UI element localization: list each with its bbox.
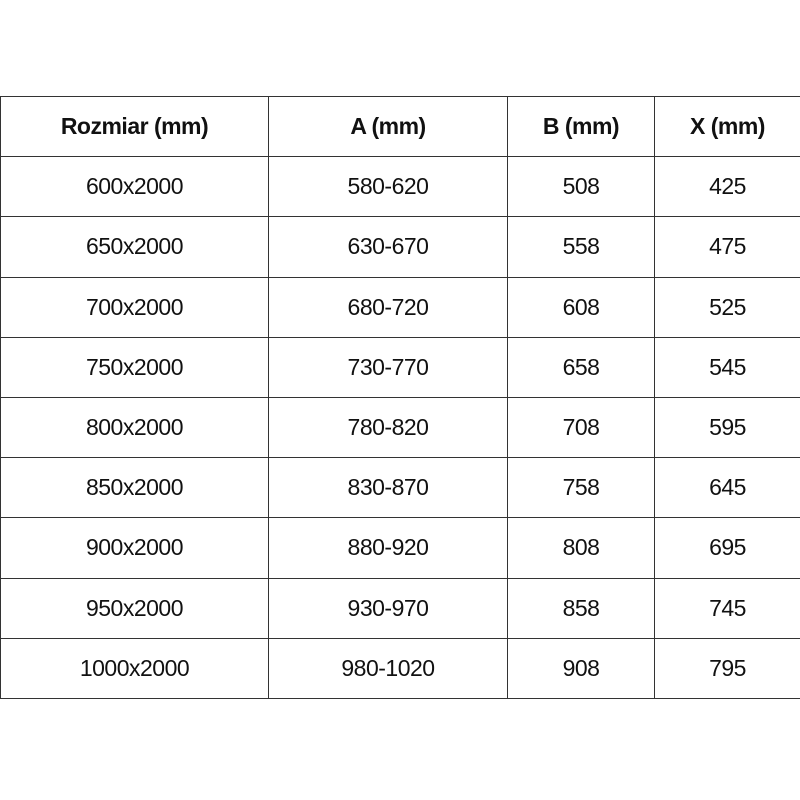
cell-a: 580-620 xyxy=(268,156,508,218)
cell-rozmiar: 750x2000 xyxy=(0,336,269,398)
cell-b: 758 xyxy=(507,457,655,519)
table-row: 850x2000 830-870 758 645 xyxy=(0,457,800,519)
cell-rozmiar: 900x2000 xyxy=(0,517,269,579)
cell-rozmiar: 950x2000 xyxy=(0,577,269,639)
header-row: Rozmiar (mm) A (mm) B (mm) X (mm) xyxy=(0,95,800,158)
cell-a: 930-970 xyxy=(268,577,508,639)
table-row: 1000x2000 980-1020 908 795 xyxy=(0,637,800,699)
cell-rozmiar: 1000x2000 xyxy=(0,637,269,699)
table-row: 900x2000 880-920 808 695 xyxy=(0,517,800,579)
cell-x: 425 xyxy=(654,156,800,218)
cell-x: 545 xyxy=(654,336,800,398)
table-row: 650x2000 630-670 558 475 xyxy=(0,216,800,278)
cell-a: 880-920 xyxy=(268,517,508,579)
cell-rozmiar: 800x2000 xyxy=(0,396,269,459)
cell-x: 695 xyxy=(654,517,800,579)
size-table: Rozmiar (mm) A (mm) B (mm) X (mm) 600x20… xyxy=(0,95,800,699)
cell-x: 525 xyxy=(654,276,800,338)
cell-b: 558 xyxy=(507,216,655,278)
cell-a: 730-770 xyxy=(268,336,508,398)
cell-b: 908 xyxy=(507,637,655,699)
table-row: 750x2000 730-770 658 545 xyxy=(0,336,800,398)
cell-a: 830-870 xyxy=(268,457,508,519)
cell-b: 608 xyxy=(507,276,655,338)
cell-x: 595 xyxy=(654,396,800,459)
cell-rozmiar: 650x2000 xyxy=(0,216,269,278)
header-rozmiar: Rozmiar (mm) xyxy=(0,95,269,158)
cell-rozmiar: 600x2000 xyxy=(0,156,269,218)
cell-rozmiar: 700x2000 xyxy=(0,276,269,338)
table-row: 600x2000 580-620 508 425 xyxy=(0,156,800,218)
cell-b: 508 xyxy=(507,156,655,218)
cell-b: 708 xyxy=(507,396,655,459)
cell-a: 630-670 xyxy=(268,216,508,278)
cell-a: 680-720 xyxy=(268,276,508,338)
cell-rozmiar: 850x2000 xyxy=(0,457,269,519)
cell-b: 808 xyxy=(507,517,655,579)
header-a: A (mm) xyxy=(268,95,508,158)
cell-b: 658 xyxy=(507,336,655,398)
cell-x: 475 xyxy=(654,216,800,278)
cell-a: 780-820 xyxy=(268,396,508,459)
table-row: 950x2000 930-970 858 745 xyxy=(0,577,800,639)
header-b: B (mm) xyxy=(507,95,655,158)
cell-b: 858 xyxy=(507,577,655,639)
cell-x: 795 xyxy=(654,637,800,699)
table-row: 800x2000 780-820 708 595 xyxy=(0,396,800,459)
header-x: X (mm) xyxy=(654,95,800,158)
cell-x: 645 xyxy=(654,457,800,519)
table-row: 700x2000 680-720 608 525 xyxy=(0,276,800,338)
cell-x: 745 xyxy=(654,577,800,639)
cell-a: 980-1020 xyxy=(268,637,508,699)
